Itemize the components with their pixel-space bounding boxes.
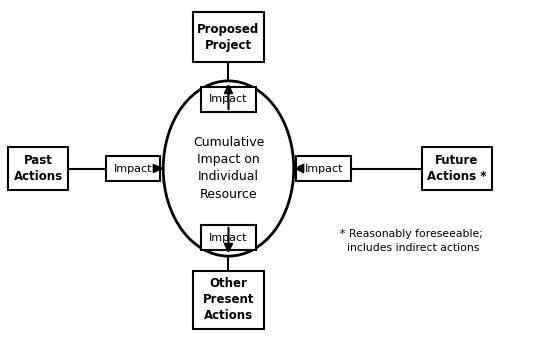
FancyBboxPatch shape xyxy=(422,147,492,190)
Text: Past
Actions: Past Actions xyxy=(14,154,63,183)
FancyBboxPatch shape xyxy=(201,87,256,112)
Text: Impact: Impact xyxy=(209,233,248,243)
Text: Impact: Impact xyxy=(305,163,343,174)
FancyBboxPatch shape xyxy=(201,225,256,250)
Text: Future
Actions *: Future Actions * xyxy=(427,154,487,183)
Text: Other
Present
Actions: Other Present Actions xyxy=(203,277,254,323)
Text: Impact: Impact xyxy=(209,94,248,104)
Text: * Reasonably foreseeable;
  includes indirect actions: * Reasonably foreseeable; includes indir… xyxy=(340,229,483,253)
FancyBboxPatch shape xyxy=(296,156,351,181)
Text: Proposed
Project: Proposed Project xyxy=(197,23,259,52)
FancyBboxPatch shape xyxy=(8,147,68,190)
FancyBboxPatch shape xyxy=(106,156,160,181)
Ellipse shape xyxy=(163,81,294,256)
FancyBboxPatch shape xyxy=(193,12,264,62)
Text: Impact: Impact xyxy=(114,163,152,174)
FancyBboxPatch shape xyxy=(193,271,264,329)
Text: Cumulative
Impact on
Individual
Resource: Cumulative Impact on Individual Resource xyxy=(193,136,264,201)
